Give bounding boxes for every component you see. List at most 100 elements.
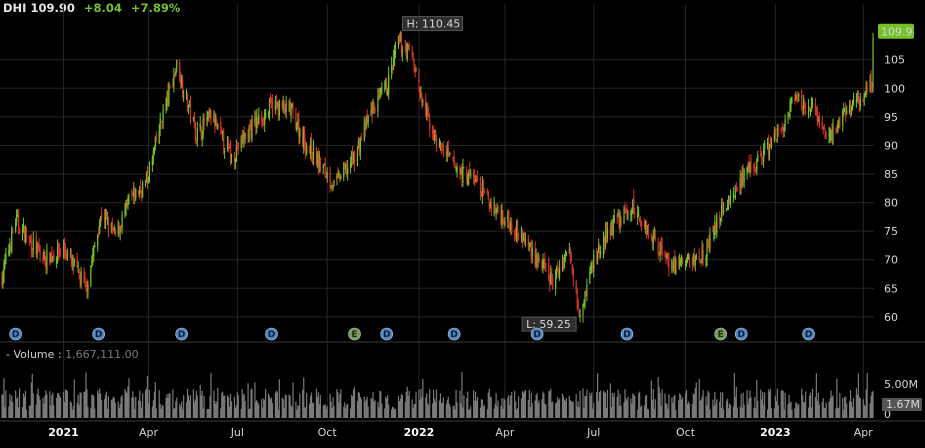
- candle-body: [425, 99, 427, 117]
- candle-body: [511, 223, 513, 233]
- candle-body: [274, 100, 277, 110]
- volume-bar: [59, 395, 61, 418]
- candle-body: [805, 110, 807, 114]
- dividend-event-icon[interactable]: [447, 327, 461, 341]
- high-annotation-box: [401, 16, 463, 32]
- dividend-event-icon[interactable]: [530, 327, 544, 341]
- volume-bar: [733, 372, 735, 418]
- volume-bar: [159, 403, 161, 418]
- volume-bar: [508, 395, 510, 418]
- candle-body: [29, 237, 31, 242]
- candle-body: [366, 114, 368, 120]
- candle-body: [325, 172, 327, 178]
- candle-body: [568, 248, 570, 252]
- earnings-event-icon[interactable]: [348, 327, 361, 341]
- candle-body: [652, 235, 654, 243]
- volume-bar: [233, 397, 236, 418]
- volume-bar: [113, 397, 115, 418]
- candle-body: [183, 95, 185, 97]
- candle-body: [775, 138, 777, 141]
- volume-bar: [684, 393, 687, 418]
- volume-bar: [571, 402, 573, 418]
- volume-bar: [72, 406, 74, 418]
- volume-bar: [223, 395, 225, 418]
- dividend-event-icon[interactable]: [380, 327, 394, 341]
- candle-body: [627, 214, 629, 216]
- volume-bar: [384, 408, 386, 418]
- high-annotation-label: H: 110.45: [406, 18, 460, 31]
- candle-body: [262, 121, 264, 123]
- candle-body: [319, 157, 321, 170]
- candle-body: [433, 130, 436, 141]
- candle-body: [339, 175, 341, 182]
- volume-bar: [310, 392, 313, 418]
- volume-bar: [609, 383, 611, 418]
- candle-body: [22, 224, 25, 226]
- candle-body: [693, 256, 695, 263]
- candle-body: [692, 254, 694, 262]
- volume-bar: [474, 400, 476, 418]
- candle-body: [387, 91, 389, 95]
- volume-bar: [166, 393, 168, 418]
- dividend-event-icon[interactable]: [734, 327, 748, 341]
- candle-body: [681, 256, 683, 262]
- volume-bar: [17, 397, 19, 418]
- earnings-event-icon[interactable]: [714, 327, 727, 341]
- candle-body: [386, 84, 388, 96]
- volume-bar: [412, 408, 414, 418]
- candle-body: [44, 253, 46, 265]
- volume-bar: [565, 398, 568, 418]
- volume-bar: [227, 397, 230, 418]
- volume-bar: [557, 397, 559, 418]
- volume-bar: [64, 389, 67, 418]
- candle-body: [350, 152, 353, 160]
- dividend-event-icon[interactable]: [9, 327, 22, 341]
- candle-body: [659, 241, 661, 256]
- candle-body: [340, 176, 342, 179]
- dividend-event-icon[interactable]: [265, 327, 278, 341]
- volume-bar: [790, 401, 792, 418]
- candle-body: [160, 121, 162, 123]
- volume-bar: [141, 407, 143, 418]
- candle-body: [281, 102, 283, 108]
- candle-body: [707, 242, 709, 244]
- candle-body: [289, 101, 291, 114]
- dividend-event-icon[interactable]: [620, 327, 634, 341]
- dividend-event-icon[interactable]: [175, 327, 188, 341]
- dividend-event-icon[interactable]: [802, 327, 815, 341]
- candle-body: [242, 134, 244, 144]
- volume-bar: [753, 407, 755, 418]
- volume-bar: [353, 387, 356, 418]
- volume-bar: [117, 401, 119, 418]
- candle-body: [25, 227, 28, 239]
- volume-bar: [38, 395, 40, 418]
- volume-bar: [270, 397, 273, 418]
- volume-bar: [842, 397, 844, 418]
- candle-body: [829, 133, 831, 136]
- volume-bar: [285, 394, 287, 418]
- volume-bar: [12, 402, 14, 418]
- volume-bar: [326, 405, 328, 418]
- candle-body: [282, 102, 284, 110]
- time-tick-label: Apr: [495, 426, 515, 439]
- volume-bar: [529, 407, 531, 418]
- candle-body: [551, 275, 553, 280]
- candle-body: [467, 180, 469, 185]
- volume-bar: [145, 388, 148, 418]
- volume-bar: [100, 393, 102, 418]
- candle-body: [651, 239, 653, 244]
- volume-bar: [500, 405, 502, 418]
- volume-bar: [536, 393, 538, 418]
- candle-body: [83, 274, 85, 280]
- volume-bar: [264, 400, 266, 418]
- volume-bar: [63, 402, 66, 418]
- volume-collapse-icon[interactable]: -: [6, 348, 10, 361]
- volume-bar: [229, 393, 232, 418]
- candle-body: [529, 246, 531, 248]
- candle-body: [773, 131, 775, 141]
- volume-bar: [359, 397, 361, 418]
- dividend-event-icon[interactable]: [92, 327, 105, 341]
- time-tick-label: 2022: [404, 426, 435, 439]
- candle-body: [753, 165, 755, 169]
